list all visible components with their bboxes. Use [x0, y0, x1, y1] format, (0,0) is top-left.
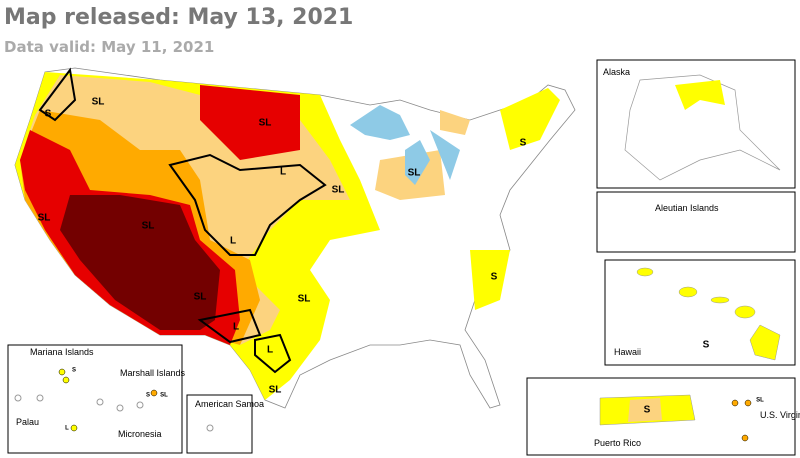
inset-label: Micronesia — [118, 429, 162, 439]
impact-label: S — [491, 272, 498, 283]
island — [744, 399, 752, 407]
impact-label: SL — [38, 213, 51, 224]
impact-label: L — [267, 345, 273, 356]
inset-label: Alaska — [603, 67, 630, 77]
island — [741, 434, 749, 442]
island — [734, 305, 756, 319]
impact-label: SL — [160, 393, 168, 399]
puerto-rico-drought — [628, 398, 662, 422]
island — [70, 424, 78, 432]
title: Map released: May 13, 2021 — [4, 5, 353, 30]
island — [136, 401, 144, 409]
island — [678, 286, 698, 298]
alaska-drought — [675, 80, 725, 110]
subtitle: Data valid: May 11, 2021 — [4, 38, 214, 56]
island — [206, 424, 214, 432]
island — [116, 404, 124, 412]
island — [62, 376, 70, 384]
island — [58, 368, 66, 376]
impact-label: SL — [332, 185, 345, 196]
impact-label: SL — [194, 292, 207, 303]
impact-label: S — [703, 340, 710, 351]
inset-label: American Samoa — [195, 399, 264, 409]
impact-labels: SL S SL L SL SL S SL SL L S SL SL L L SL — [38, 97, 527, 396]
impact-label: S — [520, 138, 527, 149]
conus — [14, 67, 576, 409]
inset-label: Hawaii — [614, 347, 641, 357]
inset-label: Marshall Islands — [120, 368, 186, 378]
impact-label: S — [72, 368, 76, 374]
impact-label: SL — [92, 97, 105, 108]
impact-label: SL — [298, 294, 311, 305]
impact-label: S — [146, 393, 150, 399]
impact-label: SL — [756, 398, 764, 404]
impact-label: SL — [142, 221, 155, 232]
impact-label: S — [644, 405, 651, 416]
inset-label: Palau — [16, 417, 39, 427]
impact-label: SL — [259, 118, 272, 129]
inset-label: Aleutian Islands — [655, 203, 719, 213]
alaska-shape — [624, 74, 781, 181]
impact-label: S — [45, 109, 52, 120]
inset-label: Mariana Islands — [30, 347, 94, 357]
island — [96, 398, 104, 406]
island — [749, 324, 781, 361]
impact-label: L — [230, 236, 236, 247]
impact-label: SL — [408, 168, 421, 179]
impact-label: L — [280, 167, 286, 178]
impact-label: L — [65, 426, 69, 432]
island — [710, 296, 730, 304]
impact-label: L — [233, 322, 239, 333]
island — [36, 394, 44, 402]
aleutian-inset — [596, 191, 796, 253]
samoa-inset — [186, 394, 253, 454]
island — [150, 389, 158, 397]
island — [731, 399, 739, 407]
island — [636, 267, 654, 277]
impact-label: SL — [269, 385, 282, 396]
inset-label: U.S. Virgin Islands — [760, 410, 800, 420]
island — [14, 394, 22, 402]
inset-label: Puerto Rico — [594, 438, 641, 448]
